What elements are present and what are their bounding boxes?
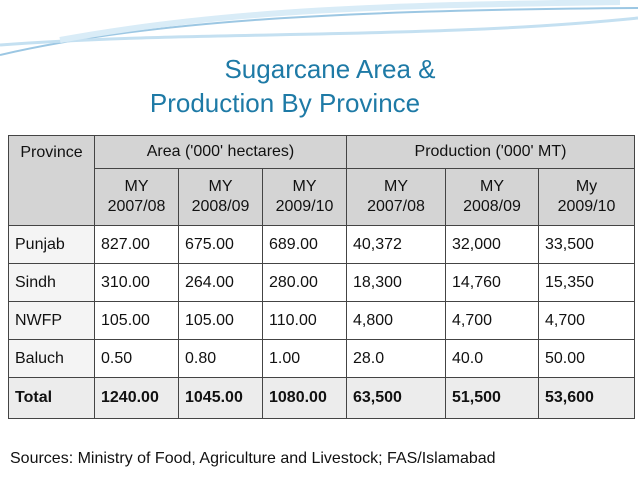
cell: 110.00	[262, 301, 347, 340]
cell: 827.00	[94, 225, 179, 264]
cell: Sindh	[8, 263, 95, 302]
cell: Baluch	[8, 339, 95, 378]
header-line: MY	[124, 178, 149, 195]
table-row: NWFP 105.00 105.00 110.00 4,800 4,700 4,700	[8, 301, 635, 340]
table-row: Baluch 0.50 0.80 1.00 28.0 40.0 50.00	[8, 339, 635, 378]
cell: Punjab	[8, 225, 95, 264]
column-header: MY 2007/08	[346, 168, 446, 226]
source: Sources: Ministry of Food, Agriculture a…	[10, 450, 496, 467]
header-line: MY	[480, 178, 504, 195]
cell: 105.00	[178, 301, 263, 340]
cell: 4,800	[346, 301, 446, 340]
cell: Total	[8, 377, 95, 419]
cell: 32,000	[445, 225, 539, 264]
cell: 51,500	[445, 377, 539, 419]
title-line: Production By Province	[149, 88, 421, 118]
header-line: My	[575, 178, 598, 195]
cell: 33,500	[538, 225, 635, 264]
cell: 40,372	[346, 225, 446, 264]
cell: 50.00	[538, 339, 635, 378]
title: Sugarcane Area & Production By Province	[0, 52, 638, 120]
cell: 4,700	[445, 301, 539, 340]
header-line: 2008/09	[191, 198, 250, 215]
cell: 1240.00	[94, 377, 179, 419]
column-header: MY 2008/09	[178, 168, 263, 226]
header-line: 2007/08	[107, 198, 166, 215]
cell: 1.00	[262, 339, 347, 378]
cell: 28.0	[346, 339, 446, 378]
group-header: Area ('000' hectares)	[94, 135, 347, 169]
table-row: Total 1240.00 1045.00 1080.00 63,500 51,500 53…	[8, 377, 635, 419]
cell: 310.00	[94, 263, 179, 302]
cell: 1045.00	[178, 377, 263, 419]
table-row: Punjab 827.00 675.00 689.00 40,372 32,000 33,5…	[8, 225, 635, 264]
header-line: 2009/10	[275, 198, 334, 215]
header-row: MY 2007/08 MY 2008/09 MY 2009/10 MY 2007/08 MY 20…	[9, 168, 635, 226]
column-header: MY 2007/08	[94, 168, 179, 226]
column-header: MY 2008/09	[445, 168, 539, 226]
cell: 15,350	[538, 263, 635, 302]
column-header: MY 2009/10	[262, 168, 347, 226]
header-line: MY	[292, 178, 317, 195]
column-header: My 2009/10	[538, 168, 635, 226]
header-line: 2008/09	[463, 198, 521, 215]
table: Province Area ('000' hectares) Production …	[8, 135, 635, 419]
header-line: 2007/08	[367, 198, 425, 215]
cell: 689.00	[262, 225, 347, 264]
cell: 105.00	[94, 301, 179, 340]
header-line: 2009/10	[557, 198, 616, 215]
cell: 4,700	[538, 301, 635, 340]
group-header: Production ('000' MT)	[346, 135, 635, 169]
header-line: MY	[208, 178, 233, 195]
cell: 18,300	[346, 263, 446, 302]
header-line: MY	[384, 178, 408, 195]
cell: NWFP	[8, 301, 95, 340]
cell: 40.0	[445, 339, 539, 378]
cell: 280.00	[262, 263, 347, 302]
cell: 0.80	[178, 339, 263, 378]
table-row: Sindh 310.00 264.00 280.00 18,300 14,760 15,35…	[8, 263, 635, 302]
decoration	[0, 0, 638, 56]
cell: 14,760	[445, 263, 539, 302]
cell: 53,600	[538, 377, 635, 419]
cell: 675.00	[178, 225, 263, 264]
cell: 1080.00	[262, 377, 347, 419]
header-row: Province Area ('000' hectares) Production …	[8, 135, 635, 226]
cell: 0.50	[94, 339, 179, 378]
cell: 264.00	[178, 263, 263, 302]
cell: 63,500	[346, 377, 446, 419]
title-line: Sugarcane Area &	[224, 54, 436, 84]
header-cell: Province	[8, 135, 95, 226]
